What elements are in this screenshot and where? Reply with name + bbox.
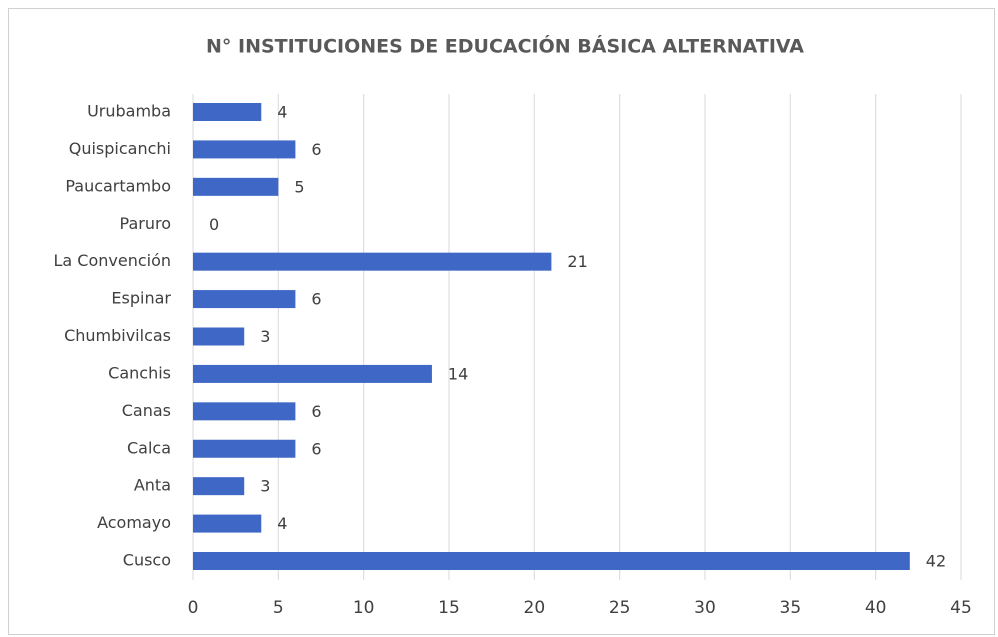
data-label: 4 <box>277 514 287 533</box>
data-label: 3 <box>260 327 270 346</box>
y-tick-label: Cusco <box>123 551 171 570</box>
x-tick-label: 0 <box>188 598 199 618</box>
data-label: 6 <box>311 140 321 159</box>
bar <box>193 140 296 159</box>
y-tick-label: Calca <box>127 438 171 457</box>
bar <box>193 177 279 196</box>
y-tick-label: Espinar <box>111 289 171 308</box>
y-tick-label: Anta <box>134 476 171 495</box>
bar <box>193 439 296 458</box>
y-tick-label: Acomayo <box>97 513 171 532</box>
y-tick-label: Canas <box>122 401 171 420</box>
y-tick-label: Quispicanchi <box>69 139 171 158</box>
data-label: 6 <box>311 439 321 458</box>
y-tick-label: Paucartambo <box>65 176 171 195</box>
data-label: 4 <box>277 103 287 122</box>
bar <box>193 290 296 309</box>
x-tick-label: 35 <box>780 598 802 618</box>
y-tick-label: La Convención <box>53 251 171 270</box>
x-tick-label: 45 <box>950 598 972 618</box>
data-label: 0 <box>209 215 219 234</box>
chart-title: N° INSTITUCIONES DE EDUCACIÓN BÁSICA ALT… <box>206 34 804 58</box>
data-label: 21 <box>567 252 587 271</box>
x-tick-label: 10 <box>353 598 375 618</box>
y-tick-label: Canchis <box>108 363 171 382</box>
bar <box>193 477 245 496</box>
data-label: 3 <box>260 477 270 496</box>
bar <box>193 364 432 383</box>
data-label: 6 <box>311 402 321 421</box>
chart-border <box>8 8 995 635</box>
bar <box>193 552 910 570</box>
x-tick-label: 40 <box>865 598 887 618</box>
data-label: 14 <box>448 364 468 383</box>
x-tick-label: 5 <box>273 598 284 618</box>
data-label: 42 <box>926 552 946 571</box>
x-tick-label: 30 <box>694 598 716 618</box>
bar <box>193 514 262 533</box>
data-label: 6 <box>311 290 321 309</box>
y-tick-label: Urubamba <box>87 102 171 121</box>
y-tick-label: Chumbivilcas <box>64 326 171 345</box>
bar <box>193 402 296 421</box>
bar <box>193 327 245 346</box>
bar <box>193 103 262 121</box>
x-tick-label: 15 <box>438 598 460 618</box>
data-label: 5 <box>294 177 304 196</box>
bar <box>193 252 552 271</box>
x-tick-label: 20 <box>524 598 546 618</box>
y-tick-label: Paruro <box>120 214 171 233</box>
x-tick-label: 25 <box>609 598 631 618</box>
